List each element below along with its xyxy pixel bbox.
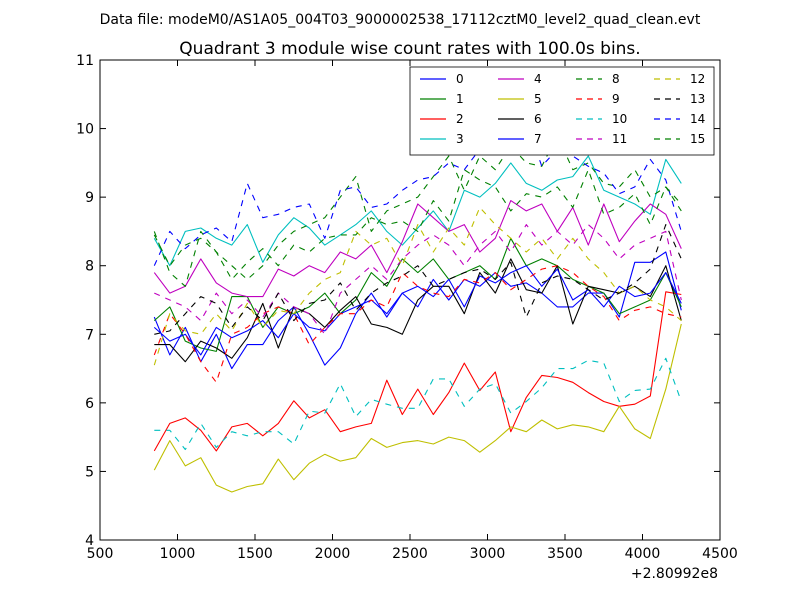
y-tick-label: 11 — [76, 53, 94, 69]
y-tick-label: 9 — [85, 190, 94, 206]
series-line-10 — [154, 357, 682, 451]
legend-label-11: 11 — [612, 132, 627, 146]
legend-label-6: 6 — [534, 112, 542, 126]
series-line-4 — [153, 200, 682, 298]
x-tick-label: 2500 — [392, 546, 428, 562]
y-tick-label: 10 — [76, 122, 94, 138]
series-line-6 — [154, 258, 682, 363]
figure-suptitle: Data file: modeM0/AS1A05_004T03_90000025… — [100, 12, 701, 28]
y-tick-label: 5 — [85, 464, 94, 480]
x-tick-label: 3500 — [547, 546, 583, 562]
series-layer — [153, 121, 682, 493]
legend-label-5: 5 — [534, 92, 542, 106]
series-line-12 — [153, 206, 682, 366]
legend-label-9: 9 — [612, 92, 620, 106]
x-tick-label: 1500 — [237, 546, 273, 562]
series-line-1 — [153, 237, 682, 352]
x-tick-label: 3000 — [470, 546, 506, 562]
legend-box — [409, 66, 715, 156]
legend-label-1: 1 — [456, 92, 464, 106]
y-tick-label: 4 — [85, 533, 94, 549]
x-offset-label: +2.80992e8 — [631, 566, 718, 582]
y-tick-label: 7 — [85, 327, 94, 343]
series-line-15 — [153, 169, 682, 280]
series-line-14 — [153, 121, 682, 266]
series-line-3 — [153, 155, 682, 267]
axis-ticks: 500 1000 1500 2000 2500 3000 3500 4000 4500 4 5 6 7 8… — [76, 53, 738, 562]
x-tick-label: 1000 — [160, 546, 196, 562]
x-tick-label: 2000 — [315, 546, 351, 562]
x-tick-label: 500 — [87, 546, 114, 562]
legend-label-0: 0 — [456, 72, 464, 86]
legend-label-8: 8 — [612, 72, 620, 86]
legend-label-4: 4 — [534, 72, 542, 86]
legend-label-10: 10 — [612, 112, 627, 126]
plot-title: Quadrant 3 module wise count rates with … — [179, 39, 640, 59]
series-line-9 — [153, 265, 682, 383]
legend-label-2: 2 — [456, 112, 464, 126]
series-line-13 — [154, 224, 682, 335]
x-tick-label: 4000 — [625, 546, 661, 562]
legend-label-15: 15 — [690, 132, 705, 146]
series-line-11 — [154, 224, 682, 335]
series-line-8 — [153, 134, 682, 287]
legend-label-12: 12 — [690, 72, 705, 86]
legend-label-13: 13 — [690, 92, 705, 106]
x-tick-label: 4500 — [702, 546, 738, 562]
series-line-2 — [153, 291, 682, 452]
legend-label-7: 7 — [534, 132, 542, 146]
y-tick-label: 8 — [85, 259, 94, 275]
y-tick-label: 6 — [85, 396, 94, 412]
legend-label-14: 14 — [690, 112, 705, 126]
legend-label-3: 3 — [456, 132, 464, 146]
series-line-0 — [153, 251, 682, 370]
series-line-7 — [153, 265, 682, 356]
series-line-5 — [153, 323, 682, 493]
